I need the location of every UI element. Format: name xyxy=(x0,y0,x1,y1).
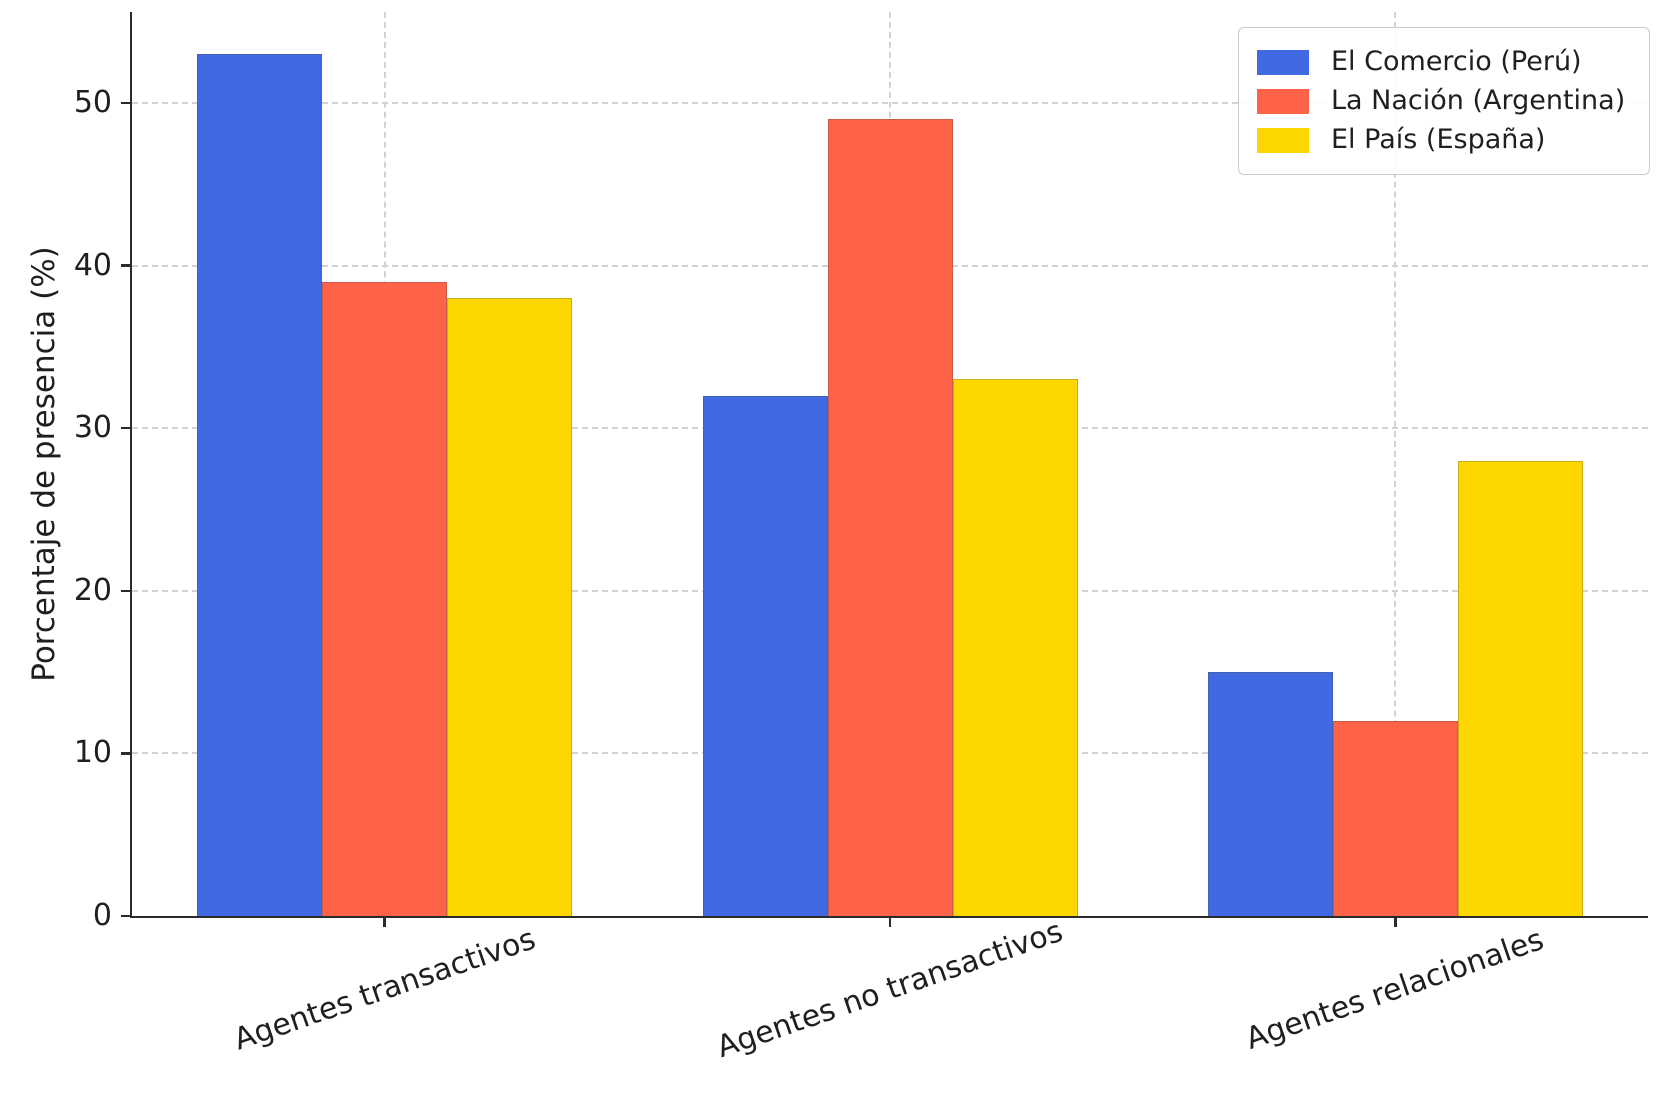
y-axis-tick xyxy=(120,752,130,755)
vertical-gridline xyxy=(1394,12,1397,916)
x-axis-tick xyxy=(888,918,892,927)
legend-item: La Nación (Argentina) xyxy=(1257,84,1625,118)
legend-item: El Comercio (Perú) xyxy=(1257,45,1625,79)
plot-area: 0 10 20 30 40 50 Agentes transactivos Agentes n… xyxy=(74,12,1648,1065)
y-axis-tick-label: 30 xyxy=(73,410,112,446)
bar xyxy=(1457,460,1583,916)
bar xyxy=(322,281,448,916)
legend-label: El Comercio (Perú) xyxy=(1331,46,1582,77)
y-axis-tick xyxy=(120,589,130,593)
y-axis-label: Porcentaje de presencia (%) xyxy=(26,246,62,682)
x-axis-tick-label: Agentes transactivos xyxy=(229,921,540,1058)
legend-swatch xyxy=(1257,88,1309,114)
legend-item: El País (España) xyxy=(1257,123,1625,157)
legend-swatch xyxy=(1257,127,1309,153)
x-axis-tick xyxy=(383,918,386,927)
y-axis-tick-label: 20 xyxy=(73,572,112,608)
legend-label: El País (España) xyxy=(1331,124,1546,155)
bar xyxy=(952,379,1078,916)
y-axis-tick xyxy=(120,914,130,918)
y-axis-tick xyxy=(120,264,130,267)
bar xyxy=(702,395,828,916)
x-axis-tick-label: Agentes relacionales xyxy=(1241,922,1549,1057)
bar xyxy=(1207,672,1333,916)
legend-swatch xyxy=(1257,49,1309,75)
bar xyxy=(197,54,323,916)
y-axis-tick-label: 50 xyxy=(73,85,112,121)
bar xyxy=(447,298,573,916)
y-axis-tick xyxy=(120,101,130,105)
x-axis-tick-label: Agentes no transactivos xyxy=(712,913,1068,1066)
bar xyxy=(1332,720,1458,916)
legend: El Comercio (Perú) La Nación (Argentina) E… xyxy=(1238,27,1651,175)
legend-label: La Nación (Argentina) xyxy=(1331,85,1626,116)
y-axis-tick-label: 10 xyxy=(73,735,112,771)
y-axis-tick xyxy=(120,426,130,430)
y-axis-tick-label: 40 xyxy=(73,247,112,283)
x-axis-tick xyxy=(1394,918,1397,927)
bar xyxy=(827,119,953,916)
y-axis-tick-label: 0 xyxy=(92,898,112,933)
